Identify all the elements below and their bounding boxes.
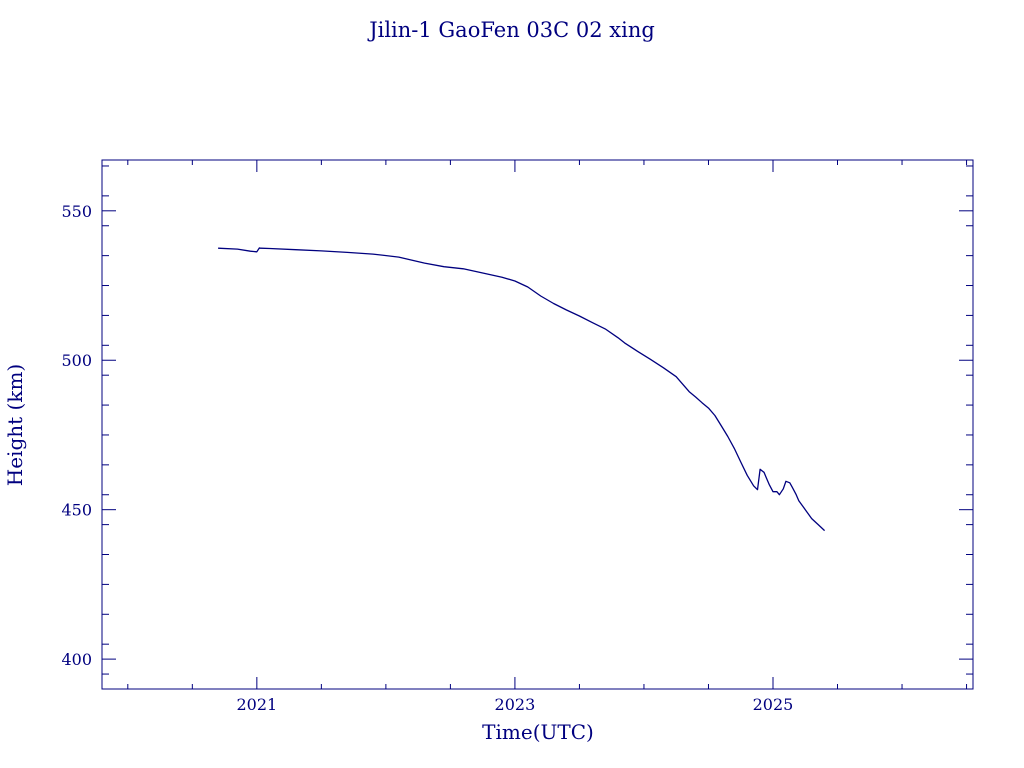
y-axis-ticks: 400 450 500 550 <box>61 202 973 669</box>
y-tick-label: 400 <box>61 650 92 669</box>
x-axis-label: Time(UTC) <box>482 720 594 744</box>
y-tick-label: 500 <box>61 351 92 370</box>
y-tick-label: 550 <box>61 202 92 221</box>
x-tick-label: 2023 <box>495 695 536 714</box>
plot-frame <box>101 159 974 690</box>
x-axis-ticks: 2021 2023 2025 <box>236 160 793 714</box>
y-tick-label: 450 <box>61 501 92 520</box>
series-layer <box>218 247 826 532</box>
y-axis-label: Height (km) <box>3 364 27 486</box>
chart-title: Jilin-1 GaoFen 03C 02 xing <box>367 18 655 42</box>
plot-area: 2021 2023 2025 400 450 500 550 <box>61 159 974 714</box>
height-series-line <box>218 247 826 532</box>
minor-ticks <box>102 160 973 689</box>
x-tick-label: 2021 <box>236 695 277 714</box>
x-tick-label: 2025 <box>753 695 794 714</box>
